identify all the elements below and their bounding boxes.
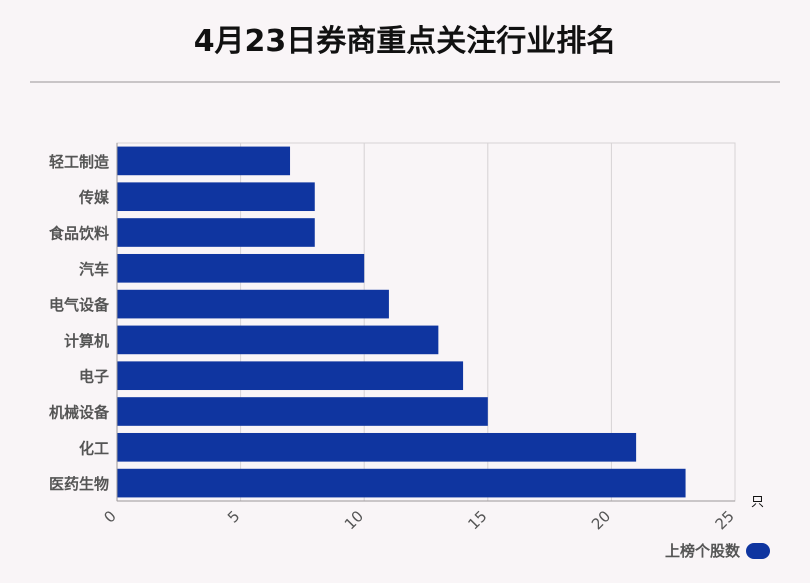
bar-2 [117,218,315,247]
category-label-0: 轻工制造 [49,153,109,171]
title-divider [30,81,780,83]
bar-4 [117,289,389,319]
x-tick-label-4: 20 [588,507,614,533]
legend-swatch [746,542,770,559]
x-tick-label-1: 5 [224,507,243,526]
bar-6 [117,361,464,391]
bar-9 [117,468,686,498]
bar-3 [117,253,365,283]
category-label-7: 机械设备 [49,404,110,422]
chart-title: 4月23日券商重点关注行业排名 [193,24,617,59]
chart-legend[interactable]: 上榜个股数 [665,540,770,561]
category-label-6: 电子 [79,368,109,386]
category-label-5: 计算机 [64,332,109,350]
bar-5 [117,325,439,355]
legend-label: 上榜个股数 [664,542,740,560]
category-label-9: 医药生物 [49,475,109,493]
x-axis-unit-label: 只 [751,495,764,510]
x-tick-label-2: 10 [341,507,367,533]
category-label-3: 汽车 [79,260,109,278]
bar-1 [117,182,315,212]
x-tick-label-0: 0 [100,507,119,526]
bar-0 [117,146,291,176]
bar-7 [117,397,488,426]
x-tick-label-5: 25 [712,507,738,533]
category-label-1: 传媒 [78,189,110,207]
category-label-8: 化工 [79,439,109,457]
category-label-2: 食品饮料 [49,225,109,243]
bar-8 [117,432,637,462]
x-tick-label-3: 15 [464,507,490,533]
category-label-4: 电气设备 [49,296,110,314]
